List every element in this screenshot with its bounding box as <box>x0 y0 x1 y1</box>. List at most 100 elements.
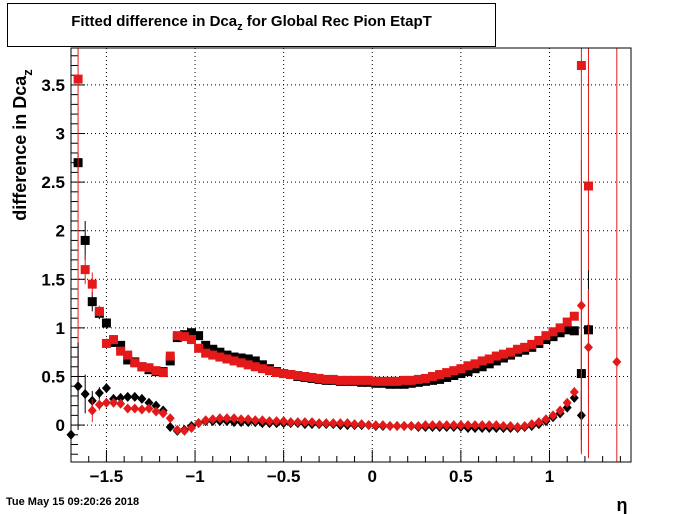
x-axis-title: η <box>617 495 628 514</box>
data-point-diamond <box>428 420 438 431</box>
data-point-diamond <box>350 419 360 430</box>
data-point-diamond <box>109 397 119 408</box>
data-point-square <box>442 368 452 378</box>
data-point-diamond <box>123 403 133 414</box>
data-point-diamond <box>286 417 296 428</box>
data-point-square <box>87 279 97 289</box>
data-point-diamond <box>413 421 423 432</box>
chart-title-main: Fitted difference in Dca <box>71 13 238 30</box>
data-point-square <box>222 354 232 364</box>
data-point-diamond <box>137 393 147 404</box>
y-tick-label: 1 <box>56 319 65 338</box>
data-point-diamond <box>576 300 586 311</box>
data-point-diamond <box>513 422 523 433</box>
y-axis-title: difference in Dcaz <box>10 69 35 221</box>
data-point-diamond <box>116 398 126 409</box>
grid-lines <box>71 48 631 462</box>
data-point-square <box>293 371 303 381</box>
data-point-square <box>350 375 360 385</box>
data-point-square <box>569 326 579 336</box>
data-point-diamond <box>470 420 480 431</box>
data-point-diamond <box>527 419 537 430</box>
data-point-diamond <box>378 420 388 431</box>
data-point-square <box>123 355 133 365</box>
data-point-square <box>80 235 90 245</box>
data-point-square <box>378 376 388 386</box>
data-point-diamond <box>583 342 593 353</box>
data-point-diamond <box>505 421 515 432</box>
data-point-diamond <box>73 381 83 392</box>
data-point-square <box>215 352 225 362</box>
chart-title-subscript: z <box>237 21 243 33</box>
data-point-square <box>279 369 289 379</box>
data-point-square <box>498 349 508 359</box>
data-point-square <box>123 350 133 360</box>
data-point-square <box>101 318 111 328</box>
data-point-square <box>463 361 473 371</box>
data-point-square <box>286 370 296 380</box>
data-point-square <box>87 297 97 307</box>
data-point-diamond <box>335 418 345 429</box>
y-tick-label: 2 <box>56 222 65 241</box>
data-point-square <box>215 347 225 357</box>
data-point-square <box>513 344 523 354</box>
data-point-diamond <box>179 425 189 436</box>
data-point-diamond <box>477 420 487 431</box>
data-point-diamond <box>562 397 572 408</box>
series-4 <box>87 48 622 462</box>
data-point-square <box>165 351 175 361</box>
data-point-diamond <box>172 424 182 435</box>
data-point-diamond <box>449 420 459 431</box>
data-point-square <box>449 371 459 381</box>
data-point-square <box>491 356 501 366</box>
data-point-diamond <box>87 405 97 416</box>
data-point-square <box>179 332 189 342</box>
data-point-diamond <box>399 421 409 432</box>
data-point-square <box>335 375 345 385</box>
data-point-square <box>548 327 558 337</box>
data-point-square <box>144 363 154 373</box>
data-point-square <box>194 343 204 353</box>
x-tick-label: 0 <box>368 467 377 486</box>
data-point-diamond <box>165 413 175 424</box>
data-point-diamond <box>364 420 374 431</box>
data-point-square <box>576 60 586 70</box>
data-point-diamond <box>328 418 338 429</box>
data-point-diamond <box>357 419 367 430</box>
data-point-diamond <box>215 413 225 424</box>
data-point-square <box>194 331 204 341</box>
data-point-diamond <box>201 415 211 426</box>
data-point-diamond <box>548 410 558 421</box>
data-point-diamond <box>491 420 501 431</box>
data-point-square <box>208 344 218 354</box>
x-tick-label: 0.5 <box>449 467 473 486</box>
x-tick-label: −1.5 <box>90 467 124 486</box>
data-point-square <box>527 339 537 349</box>
data-point-square <box>116 346 126 356</box>
data-point-square <box>534 336 544 346</box>
series-2 <box>73 48 593 459</box>
data-point-square <box>94 306 104 316</box>
data-point-diamond <box>463 420 473 431</box>
data-point-square <box>109 335 119 345</box>
y-tick-label: 3 <box>56 125 65 144</box>
data-point-diamond <box>144 403 154 414</box>
data-point-diamond <box>208 414 218 425</box>
data-point-square <box>562 317 572 327</box>
data-point-square <box>470 364 480 374</box>
data-point-square <box>236 358 246 368</box>
y-tick-label: 2.5 <box>41 173 65 192</box>
data-point-square <box>264 366 274 376</box>
data-point-diamond <box>101 383 111 394</box>
data-point-diamond <box>420 420 430 431</box>
data-point-diamond <box>321 418 331 429</box>
data-point-square <box>321 374 331 384</box>
data-point-diamond <box>80 388 90 399</box>
data-point-square <box>158 368 168 378</box>
data-point-square <box>364 375 374 385</box>
data-point-diamond <box>116 392 126 403</box>
data-point-diamond <box>520 421 530 432</box>
data-point-diamond <box>435 420 445 431</box>
data-point-square <box>137 362 147 372</box>
data-point-square <box>151 366 161 376</box>
